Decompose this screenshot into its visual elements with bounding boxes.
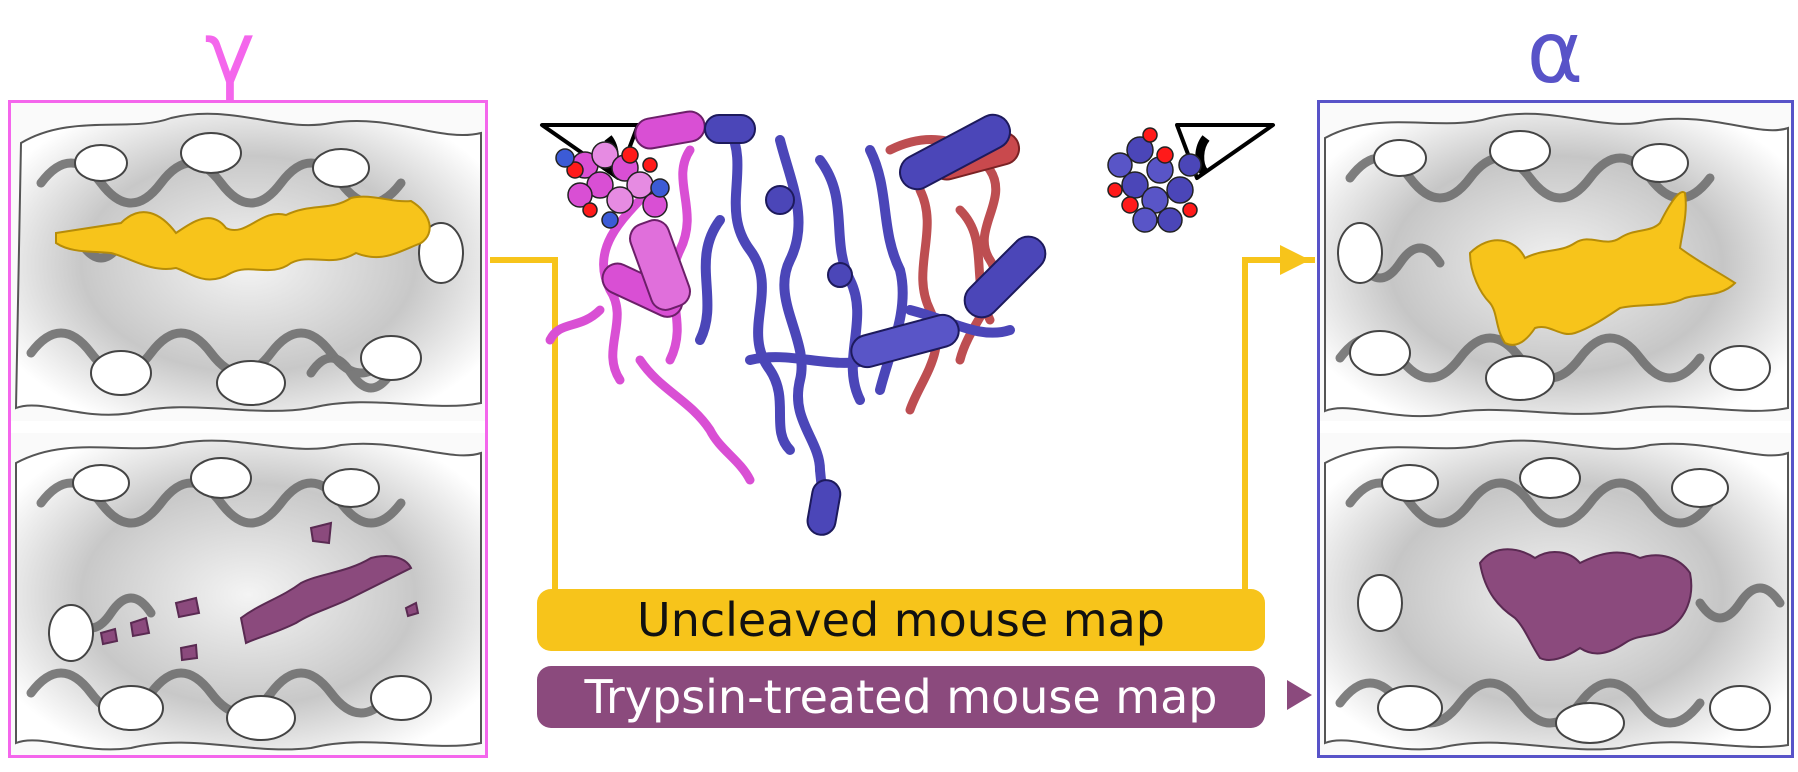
alpha-uncleaved-map bbox=[1320, 103, 1791, 421]
alpha-density-maps bbox=[1320, 103, 1791, 755]
alpha-trypsin-map bbox=[1320, 433, 1791, 755]
protein-structure-diagram bbox=[490, 110, 1315, 710]
gamma-density-panel bbox=[8, 100, 488, 758]
gamma-label: γ bbox=[204, 3, 256, 103]
alpha-trypsin-ligand-density bbox=[1478, 548, 1693, 661]
protein-cartoon bbox=[545, 110, 1202, 536]
uncleaved-ligand-density bbox=[55, 195, 431, 281]
alpha-density-panel bbox=[1317, 100, 1794, 758]
ligand-cluster-left bbox=[555, 141, 670, 229]
trypsin-ligand-density bbox=[99, 521, 420, 662]
arrowhead-right-yellow bbox=[1280, 245, 1310, 275]
gamma-uncleaved-map bbox=[11, 103, 485, 421]
alpha-uncleaved-ligand-density bbox=[1468, 191, 1737, 346]
uncleaved-map-label: Uncleaved mouse map bbox=[537, 589, 1265, 651]
ligand-cluster-right bbox=[1107, 127, 1202, 233]
alpha-label: α bbox=[1526, 3, 1584, 103]
trypsin-map-label: Trypsin-treated mouse map bbox=[537, 666, 1265, 728]
arrowhead-right-purple bbox=[1287, 680, 1312, 710]
gamma-density-maps bbox=[11, 103, 485, 755]
eye-icon-right bbox=[1175, 123, 1275, 180]
gamma-trypsin-map bbox=[11, 433, 485, 755]
